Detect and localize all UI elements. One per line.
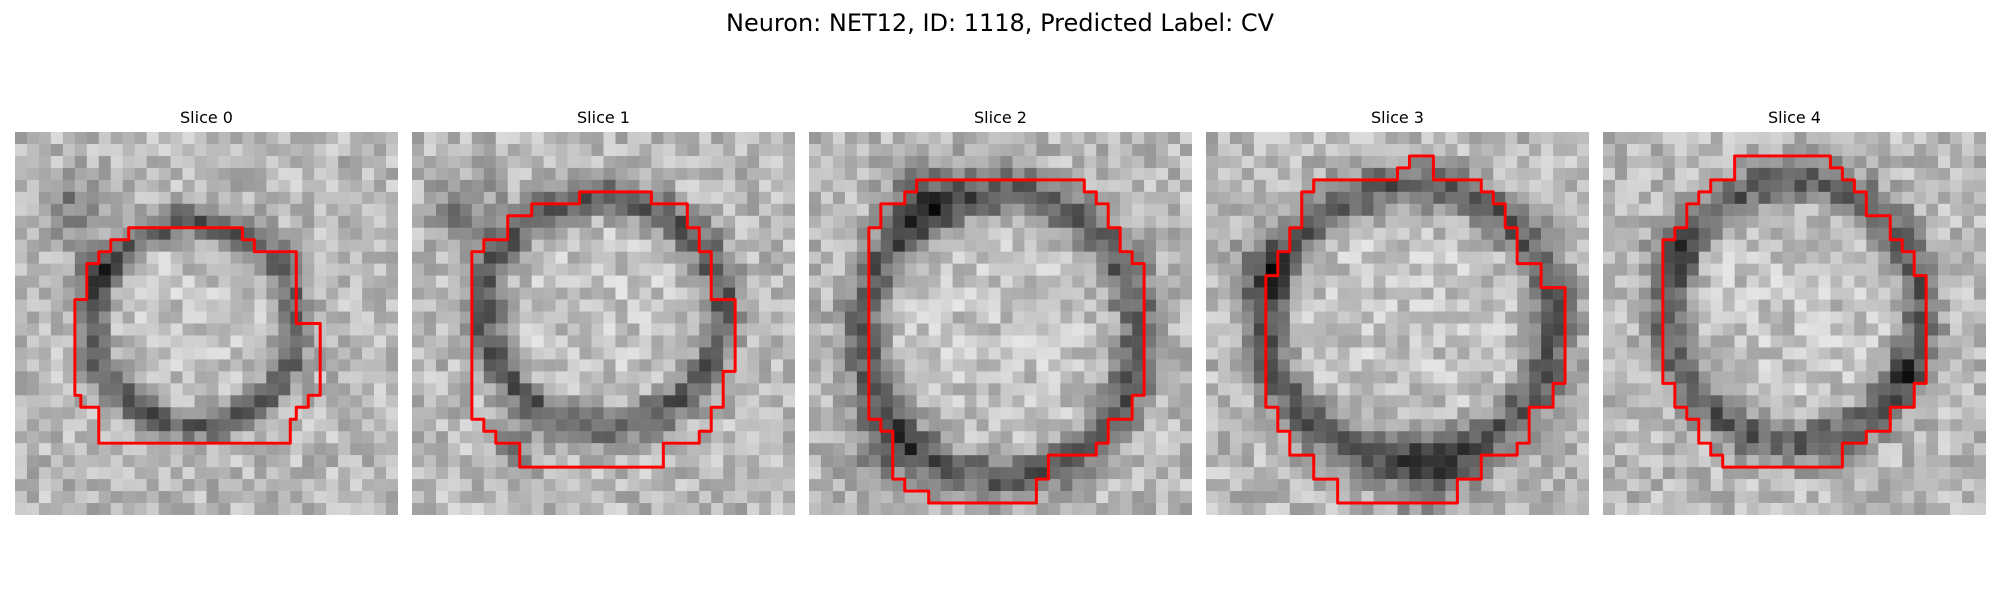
slice-panel-4: Slice 4 xyxy=(1603,108,1986,515)
slice-panel-0: Slice 0 xyxy=(15,108,398,515)
slice-pixel-grid-3 xyxy=(1206,132,1589,515)
slice-title-3: Slice 3 xyxy=(1206,108,1589,132)
slice-panel-3: Slice 3 xyxy=(1206,108,1589,515)
slice-title-1: Slice 1 xyxy=(412,108,795,132)
slice-image-1 xyxy=(412,132,795,515)
slice-pixel-grid-2 xyxy=(809,132,1192,515)
slice-pixel-grid-4 xyxy=(1603,132,1986,515)
slice-panel-2: Slice 2 xyxy=(809,108,1192,515)
slice-panel-1: Slice 1 xyxy=(412,108,795,515)
slice-image-4 xyxy=(1603,132,1986,515)
slice-title-0: Slice 0 xyxy=(15,108,398,132)
figure-title: Neuron: NET12, ID: 1118, Predicted Label… xyxy=(0,8,2000,38)
slice-image-2 xyxy=(809,132,1192,515)
slice-image-0 xyxy=(15,132,398,515)
slice-pixel-grid-1 xyxy=(412,132,795,515)
slice-pixel-grid-0 xyxy=(15,132,398,515)
slice-title-2: Slice 2 xyxy=(809,108,1192,132)
slice-title-4: Slice 4 xyxy=(1603,108,1986,132)
slice-image-3 xyxy=(1206,132,1589,515)
